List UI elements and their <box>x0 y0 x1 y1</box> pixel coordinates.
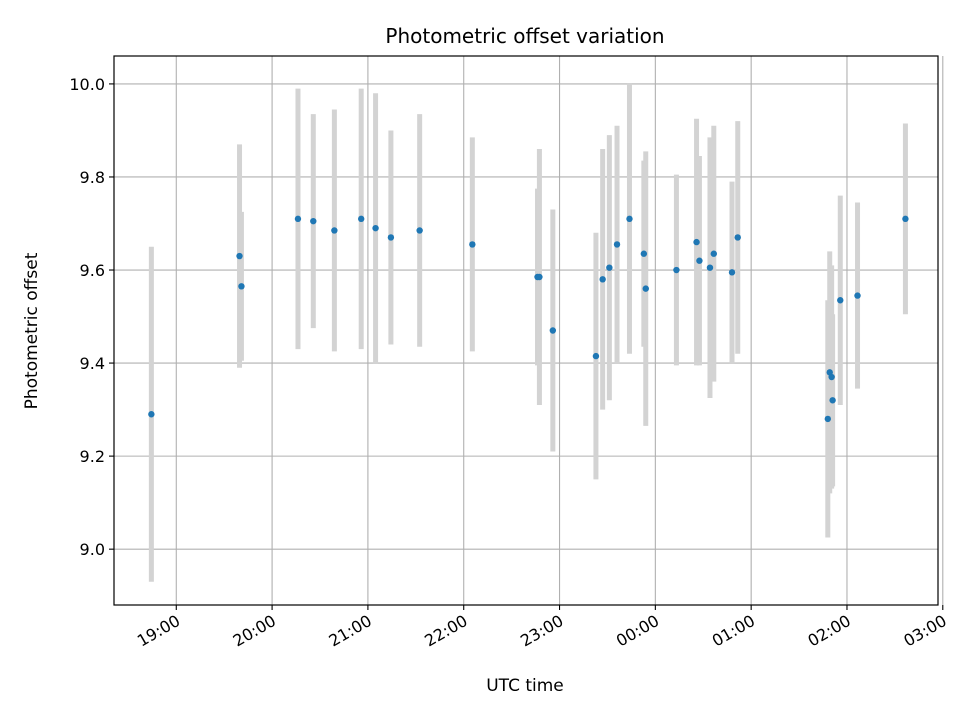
data-point <box>606 264 613 271</box>
chart-title: Photometric offset variation <box>385 24 664 48</box>
data-points <box>148 215 909 423</box>
data-point <box>294 215 302 223</box>
data-point <box>592 352 600 360</box>
data-point <box>693 238 700 246</box>
data-point <box>828 373 835 381</box>
data-point <box>626 215 633 223</box>
data-point <box>613 241 621 248</box>
data-point <box>416 227 423 234</box>
data-point <box>358 215 365 223</box>
data-point <box>536 273 543 281</box>
y-tick-label: 9.0 <box>80 540 105 559</box>
y-tick-label: 9.2 <box>80 447 105 466</box>
data-point <box>642 285 649 292</box>
data-point <box>902 215 909 223</box>
data-point <box>387 234 395 241</box>
y-axis-label: Photometric offset <box>22 252 42 409</box>
data-point <box>728 269 736 276</box>
y-tick-label: 9.8 <box>80 168 105 187</box>
data-point <box>824 415 832 423</box>
data-point <box>599 276 606 283</box>
data-point <box>706 264 714 271</box>
data-point <box>734 234 741 241</box>
data-point <box>854 292 861 299</box>
data-point <box>696 257 703 264</box>
plot-background <box>114 56 938 605</box>
grid <box>114 56 944 605</box>
data-point <box>710 250 717 257</box>
y-tick-label: 9.6 <box>80 261 105 280</box>
data-point <box>837 297 844 304</box>
data-point <box>469 241 476 248</box>
x-axis-label: UTC time <box>486 676 564 696</box>
data-point <box>331 227 338 234</box>
data-point <box>640 250 648 257</box>
data-point <box>238 283 245 290</box>
data-point <box>148 411 155 418</box>
plot-frame <box>113 55 939 606</box>
data-point <box>829 397 836 404</box>
data-point <box>310 217 317 225</box>
plot-area <box>113 55 944 606</box>
data-point <box>673 266 680 274</box>
data-point <box>549 327 557 334</box>
y-tick-label: 10.0 <box>69 75 105 94</box>
y-axis-ticks: 9.0 9.2 9.4 9.6 9.8 10.0 <box>69 75 114 559</box>
data-point <box>372 224 379 232</box>
y-tick-label: 9.4 <box>80 354 105 373</box>
data-point <box>236 252 243 260</box>
